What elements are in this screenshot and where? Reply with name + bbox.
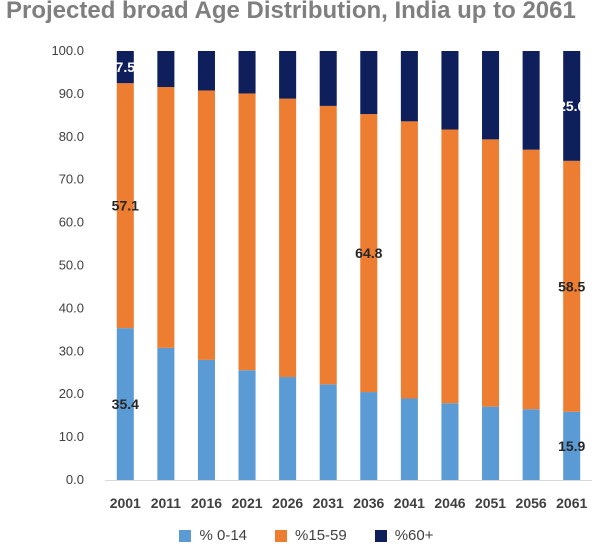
data-label: 35.4 (112, 396, 139, 412)
data-label: 64.8 (355, 245, 382, 261)
bar-segment (522, 409, 540, 480)
x-tick-label: 2016 (191, 495, 222, 511)
bar-segment (563, 160, 581, 412)
bar-segment (441, 403, 459, 480)
bar-segment (116, 328, 134, 480)
y-tick-label: 50.0 (59, 258, 84, 273)
bar-segment (116, 83, 134, 329)
data-label: 7.5 (116, 59, 136, 75)
bar-segment (197, 51, 215, 91)
bar-segment (441, 51, 459, 130)
y-tick-label: 0.0 (66, 472, 84, 487)
y-tick-label: 80.0 (59, 129, 84, 144)
data-label: 58.5 (558, 278, 585, 294)
bar-segment (360, 114, 378, 393)
bar-segment (279, 377, 297, 480)
stacked-bar-chart: 0.0 10.0 20.0 30.0 40.0 50.0 60.0 70.0 80.0 90.0 1… (51, 43, 592, 511)
bar-segment (400, 51, 418, 122)
bar-segment (319, 51, 337, 106)
legend-item: % 0-14 (179, 527, 247, 544)
y-axis: 0.0 10.0 20.0 30.0 40.0 50.0 60.0 70.0 80.0 90.0 1… (51, 43, 84, 487)
y-tick-label: 30.0 (59, 343, 84, 358)
bar-segment (238, 370, 256, 480)
y-tick-label: 90.0 (59, 86, 84, 101)
x-tick-label: 2011 (151, 495, 182, 511)
x-tick-label: 2041 (394, 495, 425, 511)
bar-segment (482, 406, 500, 480)
bar-segment (360, 392, 378, 480)
legend-swatch (374, 529, 387, 542)
legend-swatch (179, 529, 192, 542)
y-tick-label: 60.0 (59, 215, 84, 230)
y-tick-label: 70.0 (59, 172, 84, 187)
bar-segment (238, 93, 256, 371)
bar-segment (116, 51, 134, 84)
x-tick-label: 2021 (231, 495, 262, 511)
legend-label: % 0-14 (199, 527, 248, 544)
bar-segment (563, 411, 581, 480)
chart-title: Projected broad Age Distribution, India … (6, 0, 576, 24)
bar-segment (279, 51, 297, 99)
bar-segment (157, 51, 175, 88)
bar-segment (522, 51, 540, 150)
data-labels: 7.5 57.1 35.4 64.8 25.6 58.5 15.9 (112, 59, 586, 454)
legend: % 0-14 %15-59 %60+ (0, 527, 613, 544)
data-label: 25.6 (558, 98, 585, 114)
data-label: 57.1 (112, 198, 139, 214)
x-tick-label: 2001 (110, 495, 141, 511)
bar-segment (319, 384, 337, 480)
y-tick-label: 40.0 (59, 300, 84, 315)
bars (116, 51, 581, 480)
x-tick-label: 2026 (272, 495, 303, 511)
bar-segment (482, 51, 500, 140)
x-tick-label: 2051 (475, 495, 506, 511)
bar-segment (319, 105, 337, 385)
x-tick-label: 2061 (556, 495, 587, 511)
y-tick-label: 100.0 (51, 43, 84, 58)
bar-segment (197, 359, 215, 480)
bar-segment (563, 51, 581, 161)
legend-swatch (275, 529, 288, 542)
bar-segment (400, 398, 418, 480)
bar-segment (238, 51, 256, 94)
legend-item: %60+ (374, 527, 434, 544)
x-tick-label: 2046 (434, 495, 465, 511)
bar-segment (522, 149, 540, 410)
legend-label: %15-59 (295, 527, 347, 544)
y-tick-label: 10.0 (59, 429, 84, 444)
legend-label: %60+ (394, 527, 434, 544)
bar-segment (157, 87, 175, 348)
bar-segment (441, 129, 459, 404)
x-tick-label: 2056 (516, 495, 547, 511)
bar-segment (482, 139, 500, 407)
y-tick-label: 20.0 (59, 386, 84, 401)
x-tick-label: 2036 (353, 495, 384, 511)
bar-segment (400, 121, 418, 399)
x-tick-label: 2031 (313, 495, 344, 511)
x-axis: 2001 2011 2016 2021 2026 2031 2036 2041 2046 2051… (105, 480, 592, 511)
data-label: 15.9 (558, 438, 585, 454)
bar-segment (360, 51, 378, 115)
bar-segment (197, 90, 215, 360)
legend-item: %15-59 (275, 527, 347, 544)
bar-segment (279, 98, 297, 378)
bar-segment (157, 347, 175, 480)
